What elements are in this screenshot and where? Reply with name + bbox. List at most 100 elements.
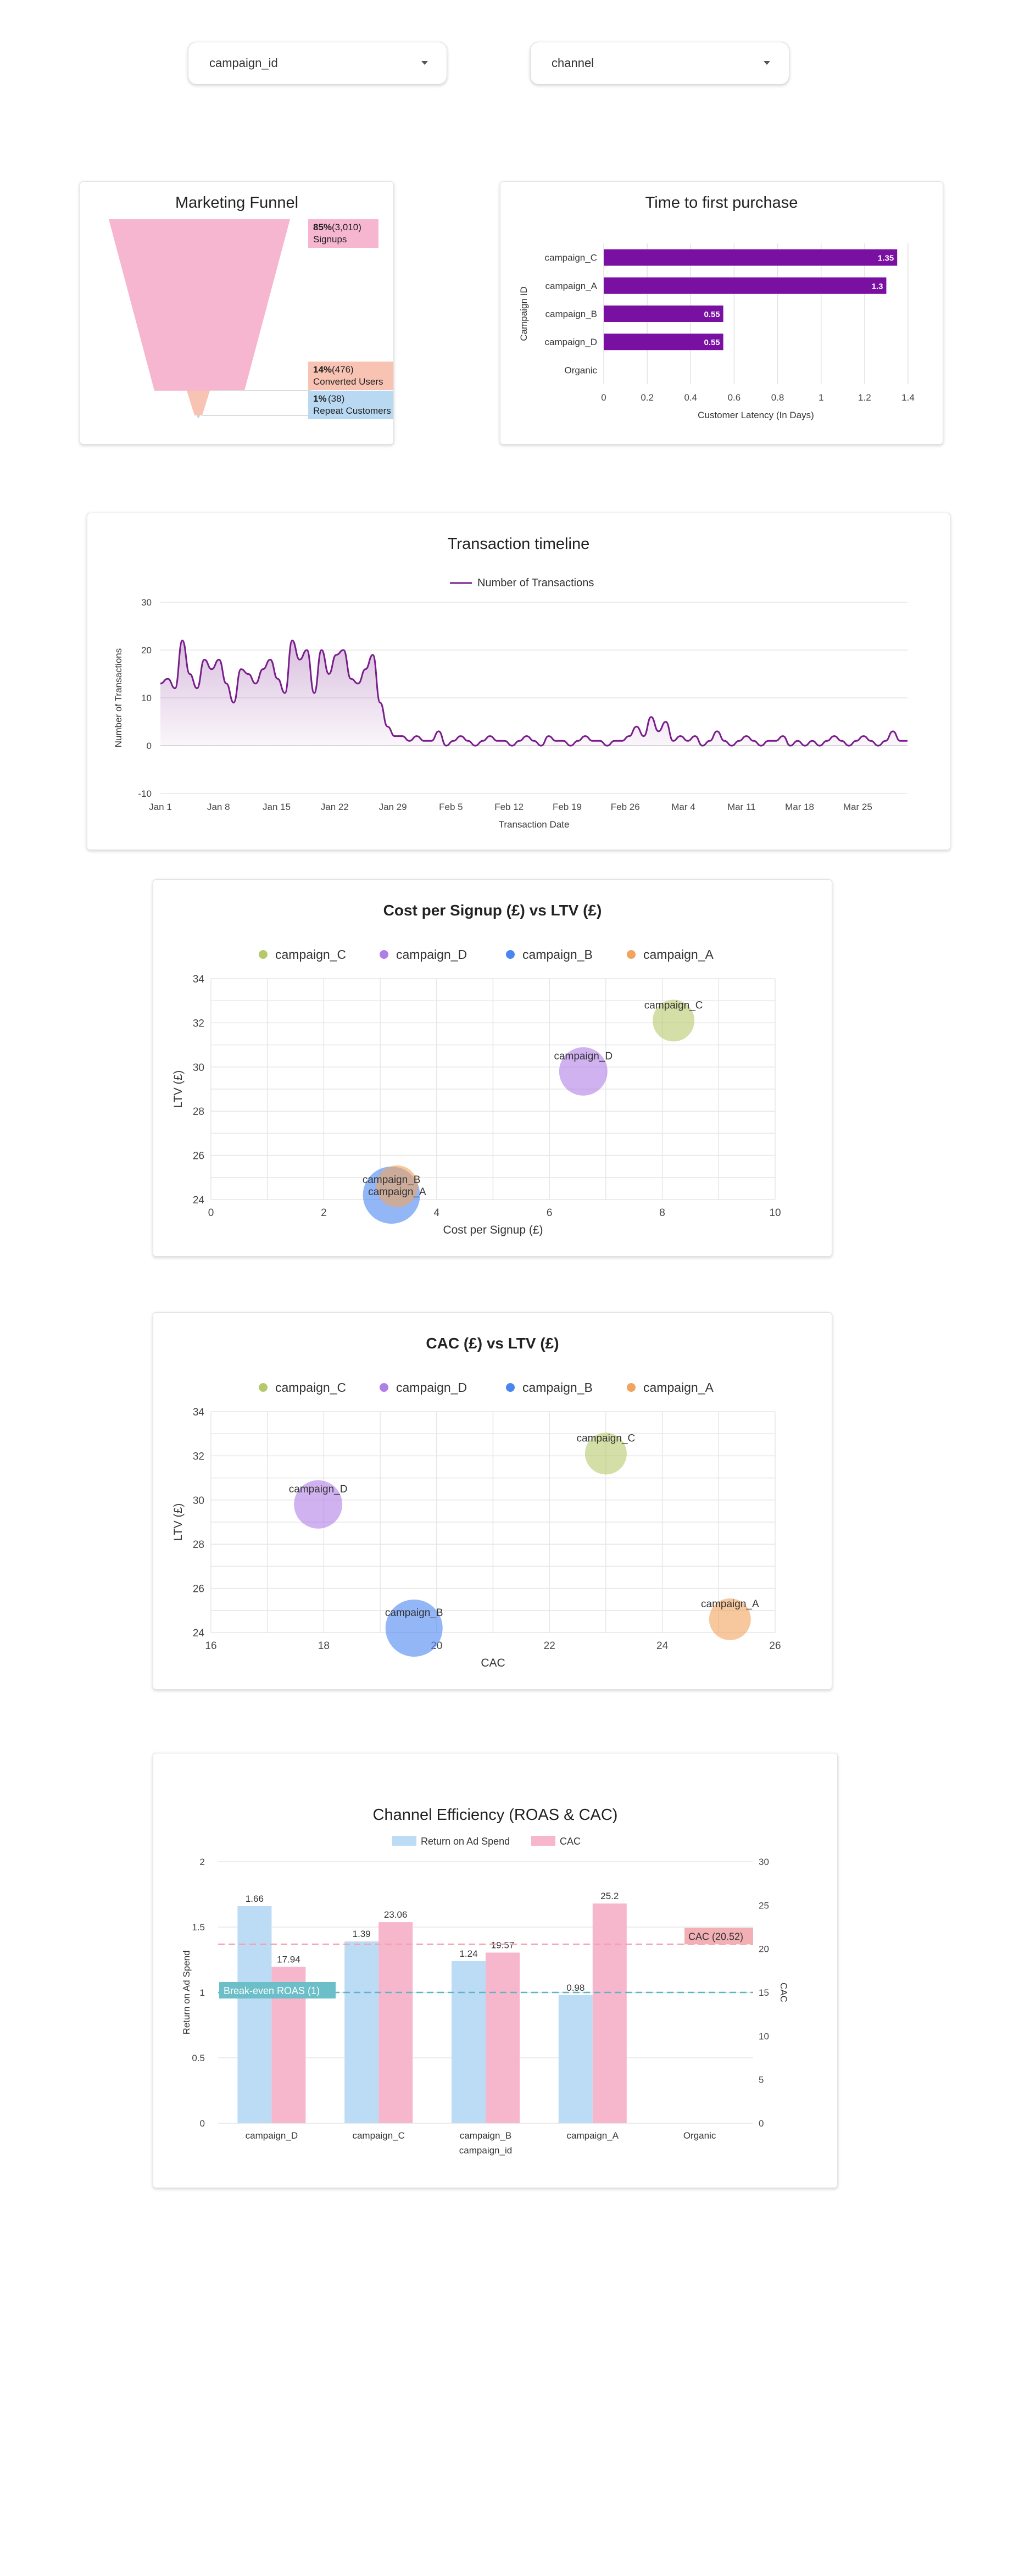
x-tick-label: 16 [205, 1640, 216, 1652]
y-tick-label: 28 [193, 1539, 204, 1551]
x-tick-label: 6 [547, 1207, 553, 1219]
efficiency-card: Channel Efficiency (ROAS & CAC) Return o… [153, 1753, 838, 2188]
y-tick-label-right: 10 [759, 2031, 769, 2041]
x-tick-label: 0.8 [771, 392, 784, 403]
roas-bar [344, 1941, 379, 2123]
x-tick-label: Feb 12 [494, 802, 524, 812]
roas-bar [558, 1995, 593, 2123]
cac-ltv-chart: campaign_C campaign_D campaign_B campaign_A… [172, 1380, 781, 1669]
legend-label: campaign_A [643, 947, 714, 962]
marketing-funnel-card: Marketing Funnel 85% (3,010) Signups 14%… [80, 181, 394, 445]
latency-chart: 0 0.2 0.4 0.6 0.8 1 1.2 1.4 campaign_C 1.35 campai… [519, 243, 915, 420]
funnel-chart: 85% (3,010) Signups 14% (476) Converted … [109, 219, 393, 419]
y-tick-label: 32 [193, 1018, 204, 1029]
x-tick-label: Jan 1 [149, 802, 172, 812]
y-tick-label-left: 0 [200, 2118, 205, 2129]
campaign-id-filter[interactable]: campaign_id [188, 42, 447, 85]
y-tick-label: 26 [193, 1584, 204, 1595]
y-tick-label-right: 20 [759, 1944, 769, 1955]
y-tick-label: campaign_C [545, 253, 597, 263]
x-tick-label: campaign_C [352, 2130, 404, 2141]
y-tick-label: campaign_D [545, 337, 597, 347]
x-tick-label: Mar 18 [785, 802, 814, 812]
x-axis-title: Cost per Signup (£) [443, 1224, 543, 1236]
funnel-label-count: (476) [332, 364, 354, 375]
x-tick-label: 0 [601, 392, 606, 403]
bubble-campaign_A [376, 1165, 418, 1207]
x-tick-label: 24 [656, 1640, 669, 1652]
y-tick-label-left: 1 [200, 1987, 205, 1998]
y-tick-label: 28 [193, 1106, 204, 1118]
bubble-campaign_D [294, 1480, 343, 1529]
funnel-label-box [308, 219, 378, 248]
x-tick-label: Jan 8 [207, 802, 230, 812]
y-tick-label: 30 [193, 1495, 204, 1507]
bar-data-label: 1.35 [878, 254, 894, 263]
funnel-label-count: (38) [328, 393, 344, 404]
y-axis-title: LTV (£) [172, 1070, 185, 1108]
x-tick-label: 8 [659, 1207, 665, 1219]
x-tick-label: 2 [321, 1207, 327, 1219]
funnel-label-box [308, 391, 393, 419]
cps-ltv-chart: campaign_C campaign_D campaign_B campaign_A… [172, 947, 781, 1236]
bubble-label: campaign_C [577, 1433, 636, 1444]
funnel-stage-repeat [197, 415, 200, 418]
y-tick-label: -10 [138, 789, 152, 799]
funnel-label-pct: 85% [313, 222, 332, 232]
legend-label: campaign_B [522, 1380, 593, 1395]
campaign-id-filter-label: campaign_id [209, 56, 278, 70]
x-tick-label: 1.2 [858, 392, 871, 403]
x-tick-label: Jan 29 [379, 802, 407, 812]
x-tick-label: Mar 4 [671, 802, 695, 812]
y-tick-label: 34 [193, 1407, 205, 1418]
y-tick-label-right: 0 [759, 2118, 764, 2129]
funnel-label-name: Converted Users [313, 376, 383, 387]
legend-marker [627, 950, 636, 959]
y-tick-label: 30 [141, 597, 152, 608]
bar-data-label: 1.66 [246, 1894, 264, 1904]
cac-ltv-card: CAC (£) vs LTV (£) campaign_C campaign_D c… [153, 1312, 832, 1690]
legend-label: campaign_B [522, 947, 593, 962]
y-tick-label: 10 [141, 693, 152, 703]
y-tick-label-left: 0.5 [192, 2053, 205, 2063]
x-tick-label: 0.4 [684, 392, 697, 403]
x-axis-title: campaign_id [459, 2145, 512, 2156]
bubble-label: campaign_C [644, 1000, 703, 1011]
x-axis-title: CAC [481, 1657, 505, 1669]
legend-label: campaign_D [396, 947, 467, 962]
bar-data-label: 0.55 [704, 338, 720, 347]
funnel-stage-converted [187, 391, 210, 415]
bar-data-label: 23.06 [384, 1909, 408, 1920]
y-tick-label: 26 [193, 1151, 204, 1162]
funnel-label-name: Signups [313, 234, 347, 245]
y-tick-label-right: 15 [759, 1987, 769, 1998]
funnel-label-pct: 1% [313, 393, 327, 404]
y-tick-label: 34 [193, 974, 205, 985]
x-tick-label: 1 [819, 392, 823, 403]
y-tick-label-right: 25 [759, 1900, 769, 1911]
legend-marker [259, 1383, 268, 1392]
y-tick-label-right: 5 [759, 2075, 764, 2085]
latency-bar [604, 306, 723, 322]
x-tick-label: Jan 22 [321, 802, 349, 812]
latency-card: Time to first purchase 0 0.2 0.4 0.6 0.8 1 1.2… [500, 181, 943, 445]
bar-data-label: 0.55 [704, 310, 720, 319]
legend-marker [380, 950, 388, 959]
y-tick-label: 24 [193, 1628, 205, 1639]
y-tick-label-left: 1.5 [192, 1922, 205, 1933]
bar-data-label: 1.39 [353, 1929, 371, 1939]
timeline-card: Transaction timeline Number of Transacti… [87, 513, 950, 850]
legend-label: campaign_C [275, 1380, 346, 1395]
x-tick-label: Jan 15 [263, 802, 291, 812]
x-tick-label: Organic [683, 2130, 716, 2141]
x-tick-label: campaign_A [567, 2130, 619, 2141]
channel-filter[interactable]: channel [530, 42, 789, 85]
legend-marker [259, 950, 268, 959]
x-tick-label: 0 [208, 1207, 214, 1219]
timeline-title: Transaction timeline [447, 535, 590, 553]
legend-label: campaign_A [643, 1380, 714, 1395]
series-area [160, 640, 907, 746]
y-tick-label: Organic [564, 365, 597, 375]
funnel-label-count: (3,010) [332, 222, 361, 232]
bar-data-label: 19.57 [491, 1940, 515, 1950]
